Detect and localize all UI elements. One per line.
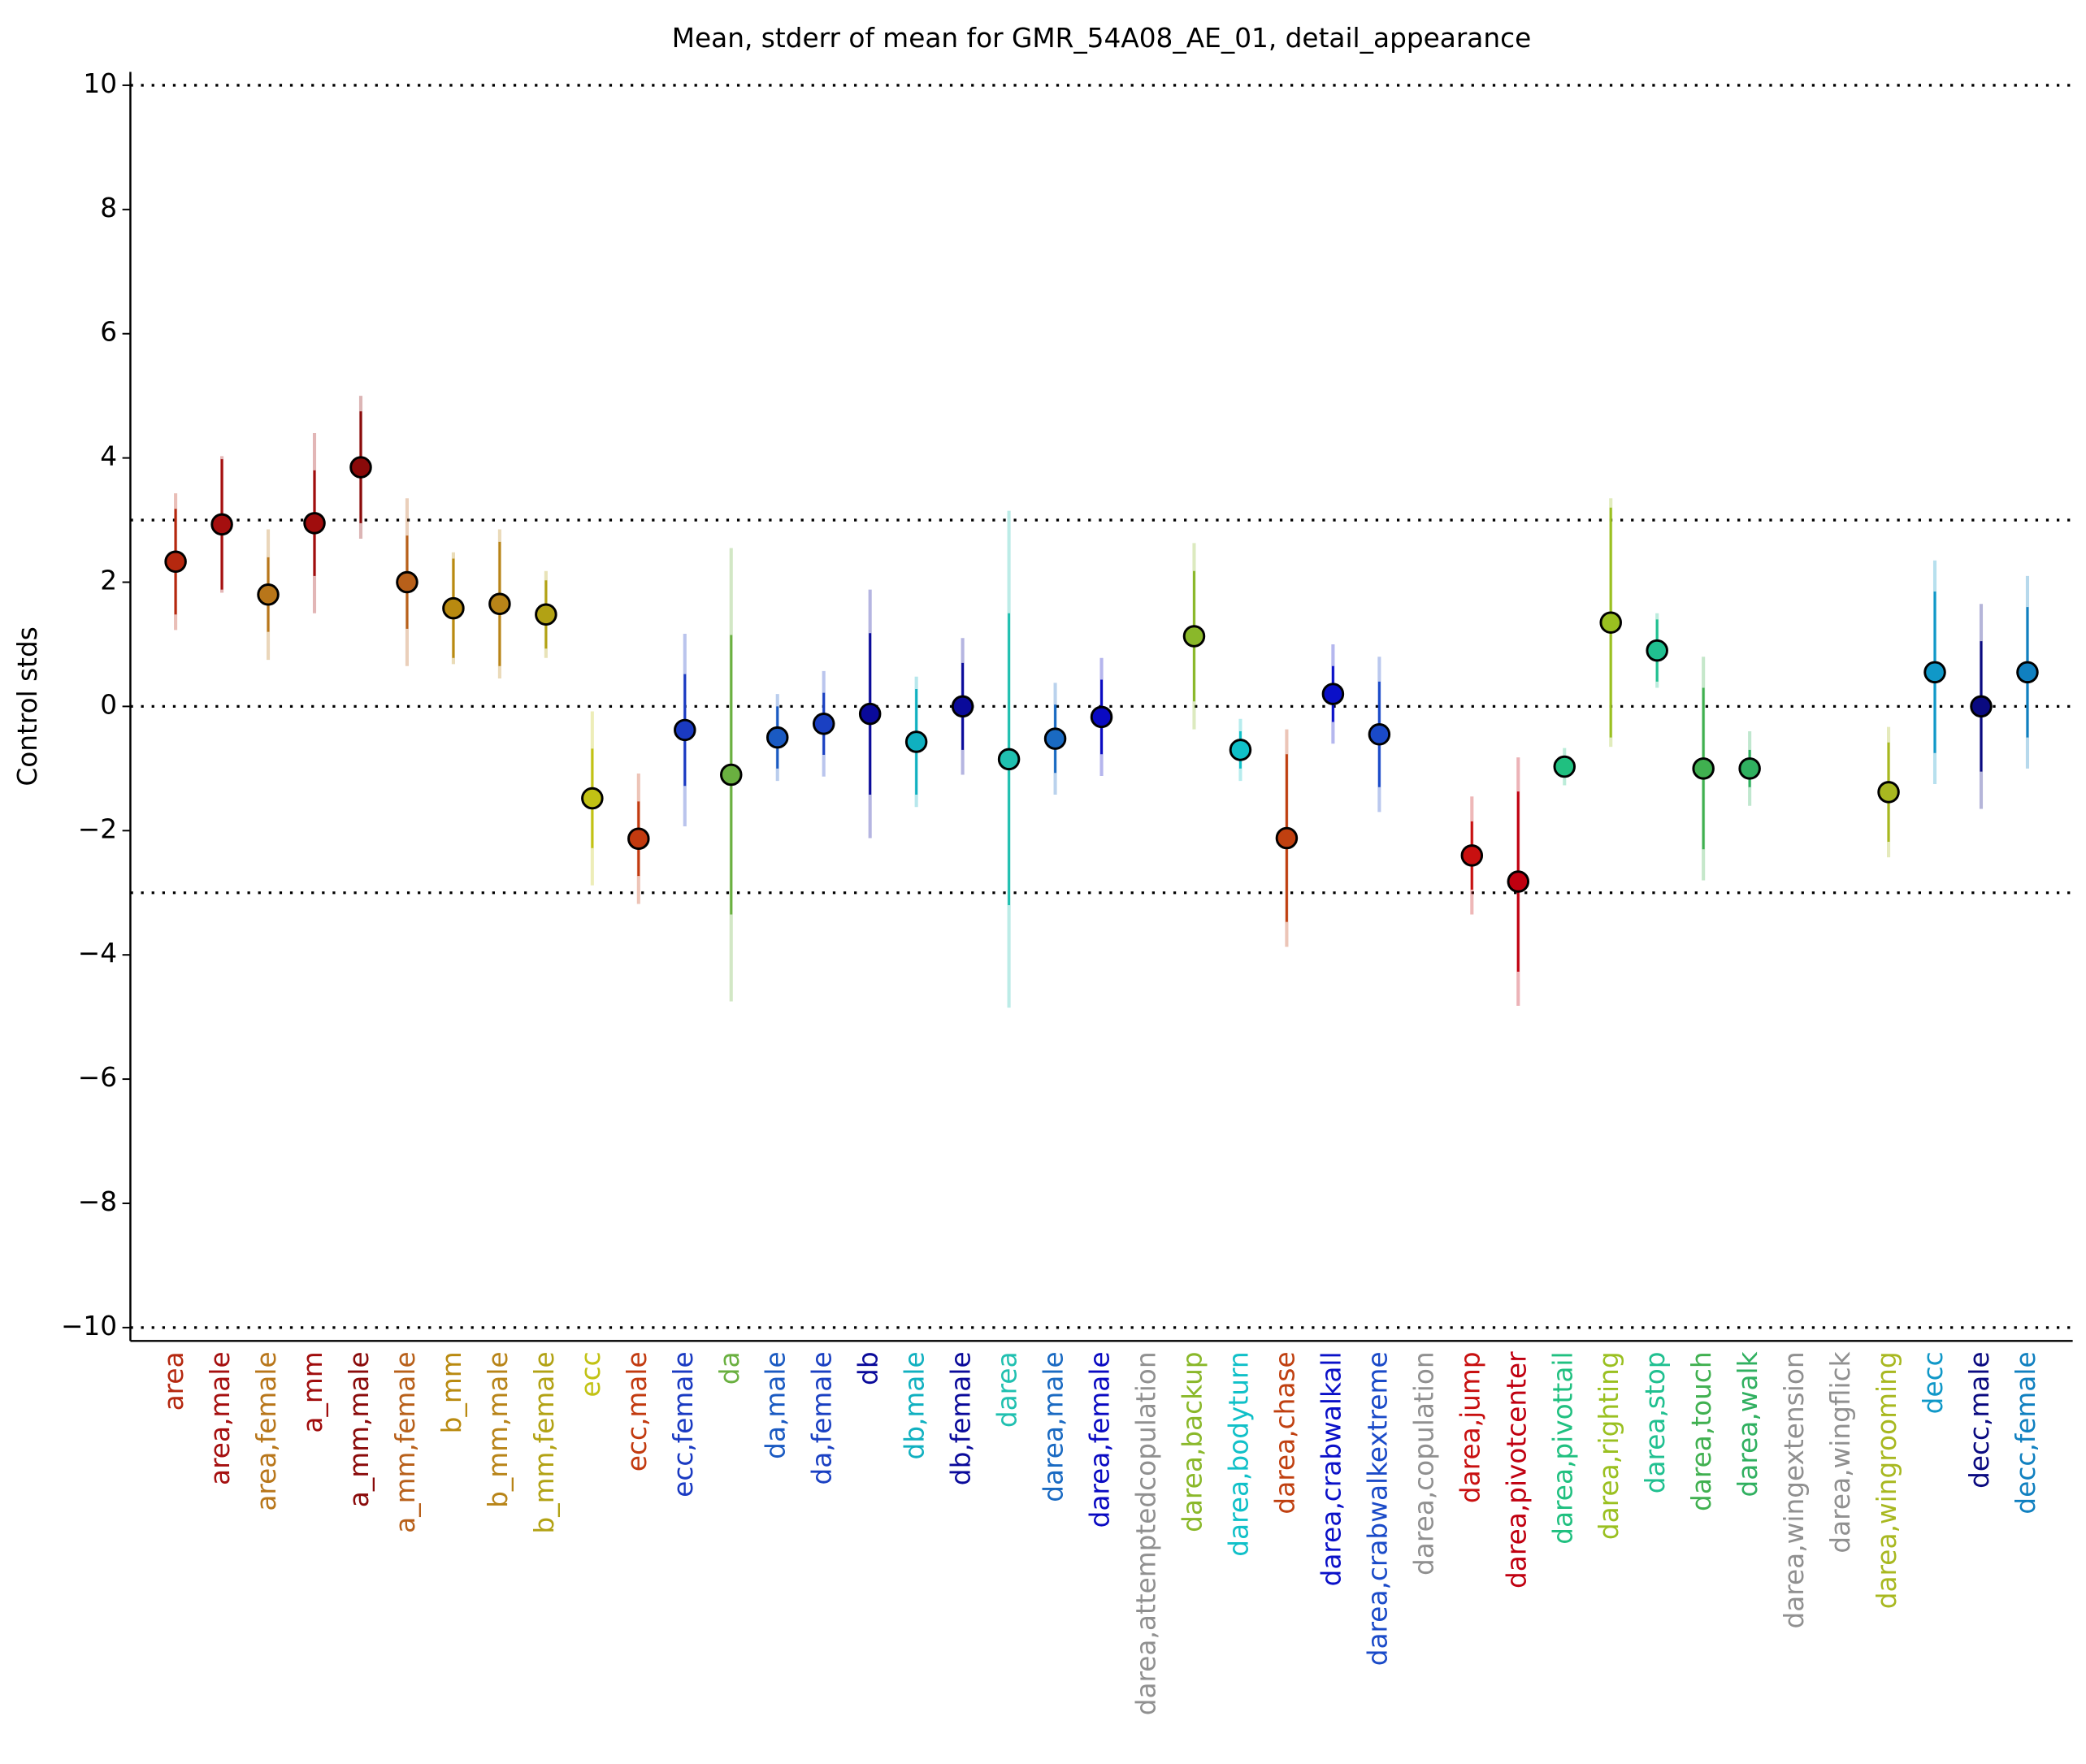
mean-marker	[581, 787, 604, 810]
x-tick-label: darea,bodyturn	[1223, 1351, 1254, 1556]
x-tick-label: da,male	[761, 1351, 791, 1458]
mean-marker	[1043, 727, 1067, 750]
y-tick-label: 0	[100, 689, 117, 720]
mean-marker	[720, 763, 743, 787]
x-tick-label: db	[853, 1351, 884, 1385]
mean-marker	[1923, 661, 1946, 684]
y-axis-label: Control stds	[12, 626, 43, 786]
mean-marker	[1460, 844, 1484, 867]
x-tick-label: darea,stop	[1640, 1351, 1671, 1493]
mean-marker	[535, 603, 557, 626]
chart-title: Mean, stderr of mean for GMR_54A08_AE_01…	[672, 23, 1531, 54]
mean-marker	[997, 748, 1021, 771]
mean-marker	[1553, 755, 1576, 778]
x-tick-label: darea	[992, 1351, 1023, 1428]
mean-marker	[858, 702, 882, 726]
x-tick-label: ecc,male	[622, 1351, 653, 1471]
x-tick-label: b_mm,male	[483, 1351, 514, 1508]
x-tick-label: darea,righting	[1594, 1351, 1624, 1540]
mean-marker	[1368, 723, 1391, 746]
y-tick-label: −10	[61, 1311, 117, 1341]
x-tick-label: decc,male	[1964, 1351, 1995, 1489]
x-tick-label: ecc	[575, 1351, 606, 1397]
x-tick-label: darea,touch	[1686, 1351, 1717, 1511]
x-tick-label: a_mm	[297, 1351, 328, 1432]
x-tick-label: darea,walk	[1733, 1351, 1763, 1497]
x-tick-label: darea,pivotcenter	[1501, 1351, 1532, 1588]
x-tick-label: area,female	[251, 1351, 282, 1510]
mean-marker	[1507, 870, 1530, 893]
mean-marker	[1646, 639, 1668, 662]
x-tick-label: area,male	[205, 1351, 236, 1485]
x-tick-label: da,female	[807, 1351, 838, 1484]
mean-marker	[674, 718, 696, 742]
x-tick-label: decc,female	[2010, 1351, 2041, 1514]
mean-marker	[627, 827, 650, 850]
mean-marker	[1182, 625, 1206, 648]
mean-marker	[442, 596, 465, 620]
mean-marker	[349, 456, 372, 479]
mean-marker	[210, 513, 233, 536]
mean-marker	[765, 726, 789, 749]
mean-marker	[1229, 739, 1252, 761]
x-tick-label: darea,pivottail	[1547, 1351, 1578, 1544]
y-tick-label: 8	[100, 193, 117, 223]
y-tick-label: −8	[78, 1186, 117, 1217]
mean-marker	[396, 570, 419, 594]
x-tick-label: darea,female	[1085, 1351, 1116, 1528]
x-tick-label: db,female	[946, 1351, 977, 1485]
mean-marker	[257, 583, 280, 606]
x-tick-label: darea,wingextension	[1779, 1351, 1810, 1628]
y-tick-label: 4	[100, 441, 117, 472]
mean-marker	[1275, 826, 1299, 850]
mean-marker	[904, 730, 928, 753]
x-tick-label: b_mm,female	[529, 1351, 560, 1533]
mean-marker	[1970, 695, 1993, 718]
mean-marker	[488, 592, 511, 616]
y-tick-label: 2	[100, 566, 117, 596]
x-tick-label: ecc,female	[668, 1351, 699, 1497]
x-tick-label: darea,wingflick	[1825, 1351, 1856, 1553]
x-tick-label: da	[714, 1351, 745, 1385]
y-tick-label: −2	[78, 813, 117, 844]
x-tick-label: darea,attemptedcopulation	[1131, 1351, 1162, 1715]
mean-marker	[1877, 781, 1900, 804]
x-tick-label: b_mm	[436, 1351, 467, 1433]
mean-marker	[812, 713, 835, 735]
mean-marker	[1599, 611, 1622, 634]
x-tick-label: darea,backup	[1177, 1351, 1208, 1532]
x-tick-label: darea,male	[1039, 1351, 1069, 1502]
x-tick-label: darea,copulation	[1408, 1351, 1439, 1575]
mean-marker	[1738, 757, 1761, 780]
mean-marker	[164, 550, 187, 574]
mean-marker	[951, 695, 974, 718]
mean-marker	[1321, 683, 1345, 705]
y-tick-label: 6	[100, 317, 117, 348]
y-tick-label: −6	[78, 1062, 117, 1093]
x-tick-label: darea,crabwalkextreme	[1362, 1351, 1393, 1666]
mean-marker	[1692, 757, 1715, 780]
x-tick-label: a_mm,male	[344, 1351, 375, 1507]
x-tick-label: darea,chase	[1269, 1351, 1300, 1514]
mean-marker	[303, 512, 326, 535]
mean-marker	[1090, 705, 1113, 729]
y-tick-label: 10	[83, 68, 117, 99]
x-tick-label: a_mm,female	[390, 1351, 421, 1532]
x-tick-label: darea,jump	[1455, 1351, 1485, 1503]
x-tick-label: darea,wingrooming	[1871, 1351, 1902, 1609]
mean-marker	[2016, 661, 2039, 684]
y-tick-label: −4	[78, 938, 117, 969]
x-tick-label: darea,crabwalkall	[1316, 1351, 1347, 1586]
x-tick-label: decc	[1918, 1351, 1949, 1414]
x-tick-label: db,male	[900, 1351, 930, 1459]
x-tick-label: area	[158, 1351, 189, 1411]
